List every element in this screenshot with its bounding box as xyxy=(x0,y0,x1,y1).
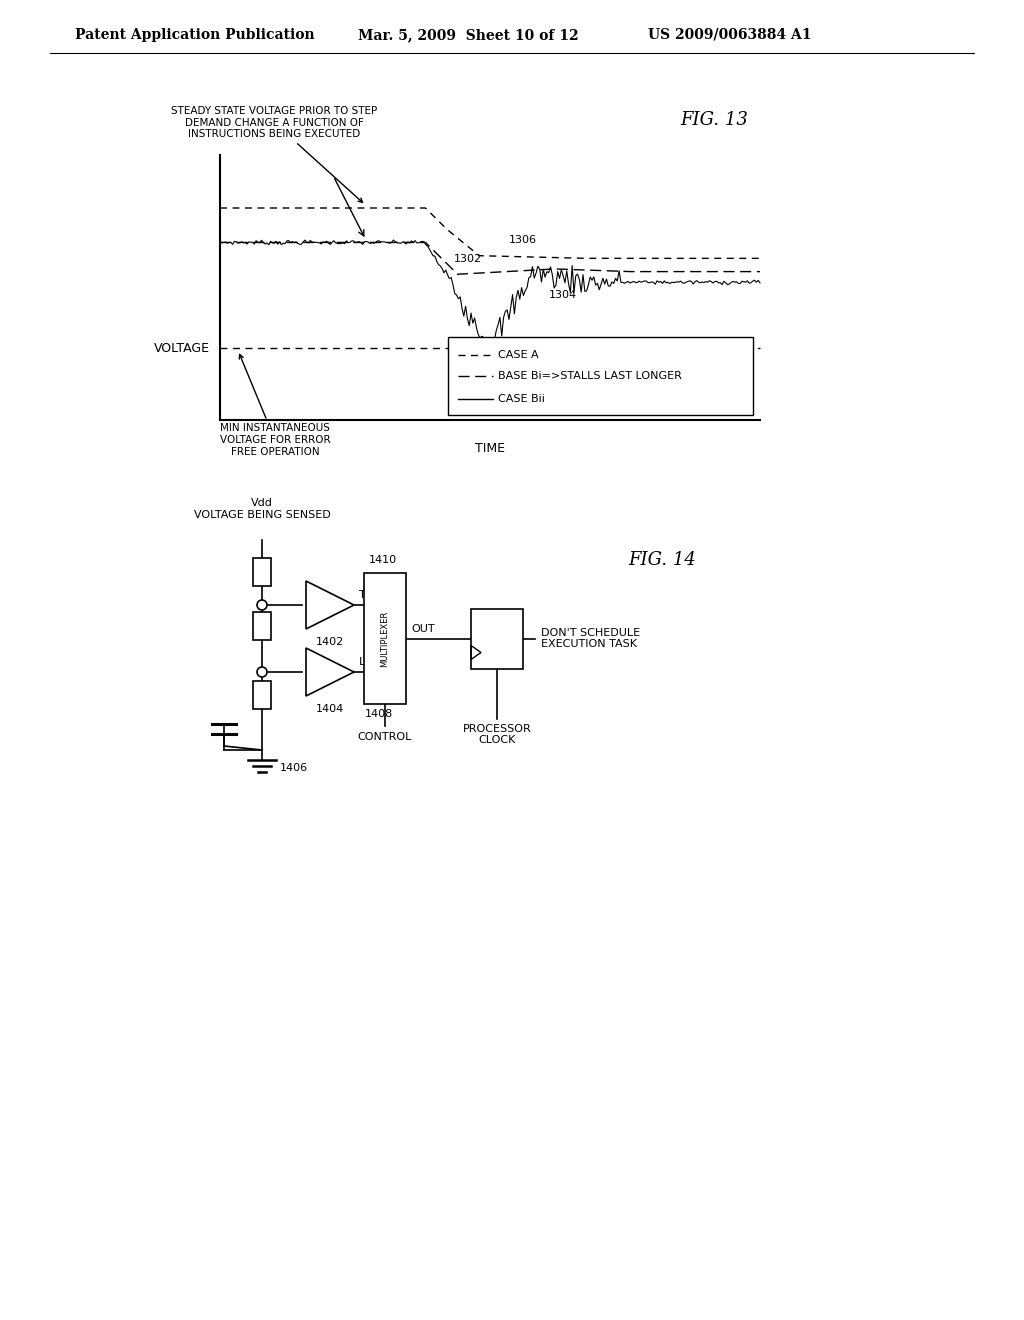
Text: 1404: 1404 xyxy=(315,704,344,714)
Bar xyxy=(253,558,271,586)
Text: 1402: 1402 xyxy=(315,638,344,647)
Text: 1410: 1410 xyxy=(369,554,397,565)
Text: US 2009/0063884 A1: US 2009/0063884 A1 xyxy=(648,28,811,42)
Bar xyxy=(449,337,753,414)
Text: 1306: 1306 xyxy=(509,235,538,244)
Circle shape xyxy=(257,601,267,610)
Text: STEADY STATE VOLTAGE PRIOR TO STEP
DEMAND CHANGE A FUNCTION OF
INSTRUCTIONS BEIN: STEADY STATE VOLTAGE PRIOR TO STEP DEMAN… xyxy=(171,106,377,202)
Text: OUT: OUT xyxy=(411,624,434,635)
Text: VOLTAGE: VOLTAGE xyxy=(154,342,210,355)
Text: CONTROL: CONTROL xyxy=(357,733,413,742)
Text: MIN INSTANTANEOUS
VOLTAGE FOR ERROR
FREE OPERATION: MIN INSTANTANEOUS VOLTAGE FOR ERROR FREE… xyxy=(220,355,331,457)
Text: Vdd
VOLTAGE BEING SENSED: Vdd VOLTAGE BEING SENSED xyxy=(194,499,331,520)
Text: 1304: 1304 xyxy=(549,290,578,301)
Text: TIGHT: TIGHT xyxy=(359,590,393,601)
Bar xyxy=(471,609,523,668)
Bar xyxy=(253,612,271,640)
Circle shape xyxy=(257,667,267,677)
Text: BASE Bi=>STALLS LAST LONGER: BASE Bi=>STALLS LAST LONGER xyxy=(498,371,682,381)
Text: Patent Application Publication: Patent Application Publication xyxy=(75,28,314,42)
Text: Mar. 5, 2009  Sheet 10 of 12: Mar. 5, 2009 Sheet 10 of 12 xyxy=(358,28,579,42)
Text: CASE Bii: CASE Bii xyxy=(498,395,545,404)
Text: 1406: 1406 xyxy=(280,763,308,774)
Text: CASE A: CASE A xyxy=(498,350,539,360)
Bar xyxy=(253,681,271,709)
Text: DON'T SCHEDULE
EXECUTION TASK: DON'T SCHEDULE EXECUTION TASK xyxy=(541,628,640,649)
Text: TIME: TIME xyxy=(475,442,505,455)
Text: PROCESSOR
CLOCK: PROCESSOR CLOCK xyxy=(463,723,531,744)
Text: MULTIPLEXER: MULTIPLEXER xyxy=(381,610,389,667)
Text: FIG. 13: FIG. 13 xyxy=(680,111,748,129)
Bar xyxy=(364,573,406,704)
Text: 1408: 1408 xyxy=(365,709,393,719)
Text: LOOSE: LOOSE xyxy=(359,657,396,667)
Text: 1302: 1302 xyxy=(455,253,482,264)
Text: FIG. 14: FIG. 14 xyxy=(628,550,696,569)
